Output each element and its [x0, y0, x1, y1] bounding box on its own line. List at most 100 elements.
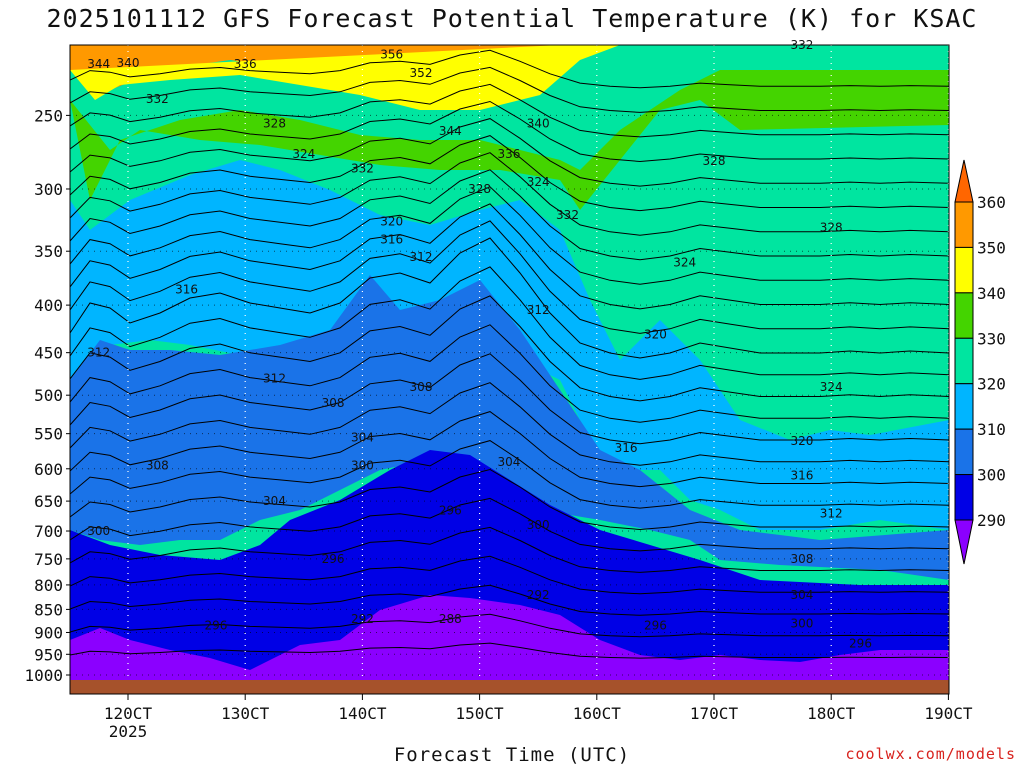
y-axis: 250 300 350 400 450 500 550 600 650 700 750 800 850 9…	[24, 106, 70, 685]
contour-line	[70, 100, 949, 163]
contour-line	[70, 468, 949, 531]
colorbar-arrow-top	[954, 159, 974, 203]
contour-label: 328	[703, 154, 726, 168]
band-1	[70, 45, 620, 110]
contour-label: 300	[87, 524, 110, 538]
y-tick-label: 600	[34, 460, 63, 479]
colorbar-label: 310	[977, 420, 1006, 439]
y-tick-label: 750	[34, 550, 63, 569]
band-2	[70, 70, 949, 210]
contour-line	[70, 135, 949, 212]
y-tick-label: 350	[34, 242, 63, 261]
contour-line	[70, 266, 949, 380]
contour-label: 340	[527, 116, 550, 130]
x-tick-label: 180CT	[807, 704, 856, 723]
x-tick-label: 190CT	[924, 704, 973, 723]
contour-label: 300	[527, 518, 550, 532]
contour-label: 328	[468, 182, 491, 196]
contour-line	[70, 169, 949, 261]
contour-label: 296	[849, 637, 872, 651]
y-tick-label: 700	[34, 522, 63, 541]
y-tick-label: 1000	[24, 666, 63, 685]
y-tick-label: 900	[34, 623, 63, 642]
contour-line	[70, 83, 949, 138]
contour-line	[70, 152, 949, 236]
contour-line	[70, 382, 949, 466]
colorbar-arrow-bottom	[954, 519, 974, 565]
contour-label: 308	[146, 458, 169, 472]
contour-label: 336	[234, 57, 257, 71]
x-axis: 120CT 130CT 140CT 150CT 160CT 170CT 180CT 190CT…	[104, 694, 973, 741]
contour-label: 296	[204, 619, 227, 633]
x-axis-label: Forecast Time (UTC)	[393, 744, 631, 766]
contour-label: 344	[87, 57, 110, 71]
band-4	[70, 275, 949, 580]
contour-label: 316	[175, 283, 198, 297]
colorbar-segment	[954, 246, 974, 294]
contour-label: 316	[380, 233, 403, 247]
ground-bar	[70, 680, 949, 694]
contour-line	[70, 497, 949, 552]
contour-label: 296	[644, 619, 667, 633]
contour-label: 324	[292, 147, 315, 161]
contour-line	[70, 66, 949, 113]
contour-label: 340	[117, 56, 140, 70]
y-tick-label: 500	[34, 386, 63, 405]
contour-line	[70, 440, 949, 509]
contour-label: 292	[351, 612, 374, 626]
y-tick-label: 400	[34, 296, 63, 315]
contour-label: 320	[380, 214, 403, 228]
contour-label: 332	[556, 208, 579, 222]
x-tick-label: 130CT	[221, 704, 270, 723]
colorbar-segment	[954, 201, 974, 248]
x-tick-label: 150CT	[456, 704, 505, 723]
y-tick-label: 450	[34, 344, 63, 363]
contour-label: 308	[790, 552, 813, 566]
contour-label: 332	[146, 92, 169, 106]
colorbar-segment	[954, 383, 974, 430]
contour-label: 352	[410, 66, 433, 80]
contour-line	[70, 411, 949, 488]
x-tick-label: 140CT	[338, 704, 387, 723]
contour-label: 304	[790, 588, 813, 602]
contour-label: 300	[351, 458, 374, 472]
contour-label: 312	[527, 303, 550, 317]
y-tick-label: 300	[34, 180, 63, 199]
x-tick-label: 160CT	[573, 704, 622, 723]
gridlines	[70, 45, 949, 680]
contour-line	[70, 220, 949, 334]
contour-label: 328	[263, 116, 286, 130]
contour-label: 324	[527, 175, 550, 189]
y-tick-label: 850	[34, 600, 63, 619]
y-tick-label: 950	[34, 645, 63, 664]
contour-label: 316	[790, 468, 813, 482]
x-tick-label: 120CT	[104, 704, 153, 723]
contour-label: 308	[322, 396, 345, 410]
band-5	[70, 450, 949, 681]
contour-label: 312	[263, 372, 286, 386]
colorbar-label: 360	[977, 193, 1006, 212]
contour-label: 324	[673, 256, 696, 270]
contour-line	[70, 613, 949, 638]
contour-line	[70, 642, 949, 659]
contour-label: 336	[497, 147, 520, 161]
contour-label: 332	[351, 161, 374, 175]
colorbar-segment	[954, 337, 974, 385]
y-tick-label: 550	[34, 425, 63, 444]
credit-link[interactable]: coolwx.com/models	[845, 745, 1016, 763]
colorbar-label: 340	[977, 284, 1006, 303]
contour-label: 320	[790, 434, 813, 448]
contour-line	[70, 118, 949, 187]
colorbar-segment	[954, 474, 974, 521]
contour-labels: 340 344 336 332 328 324 356 352 344 340 336 332 328 3…	[87, 38, 872, 651]
colorbar-segment	[954, 428, 974, 476]
contour-label: 312	[410, 250, 433, 264]
contour-label: 308	[410, 380, 433, 394]
plot-frame	[69, 44, 950, 695]
contour-label: 344	[439, 124, 462, 138]
chart-title: 2025101112 GFS Forecast Potential Temper…	[46, 4, 978, 33]
contour-line	[70, 324, 949, 423]
y-tick-label: 250	[34, 106, 63, 125]
contour-line	[70, 49, 949, 89]
contour-label: 320	[644, 327, 667, 341]
